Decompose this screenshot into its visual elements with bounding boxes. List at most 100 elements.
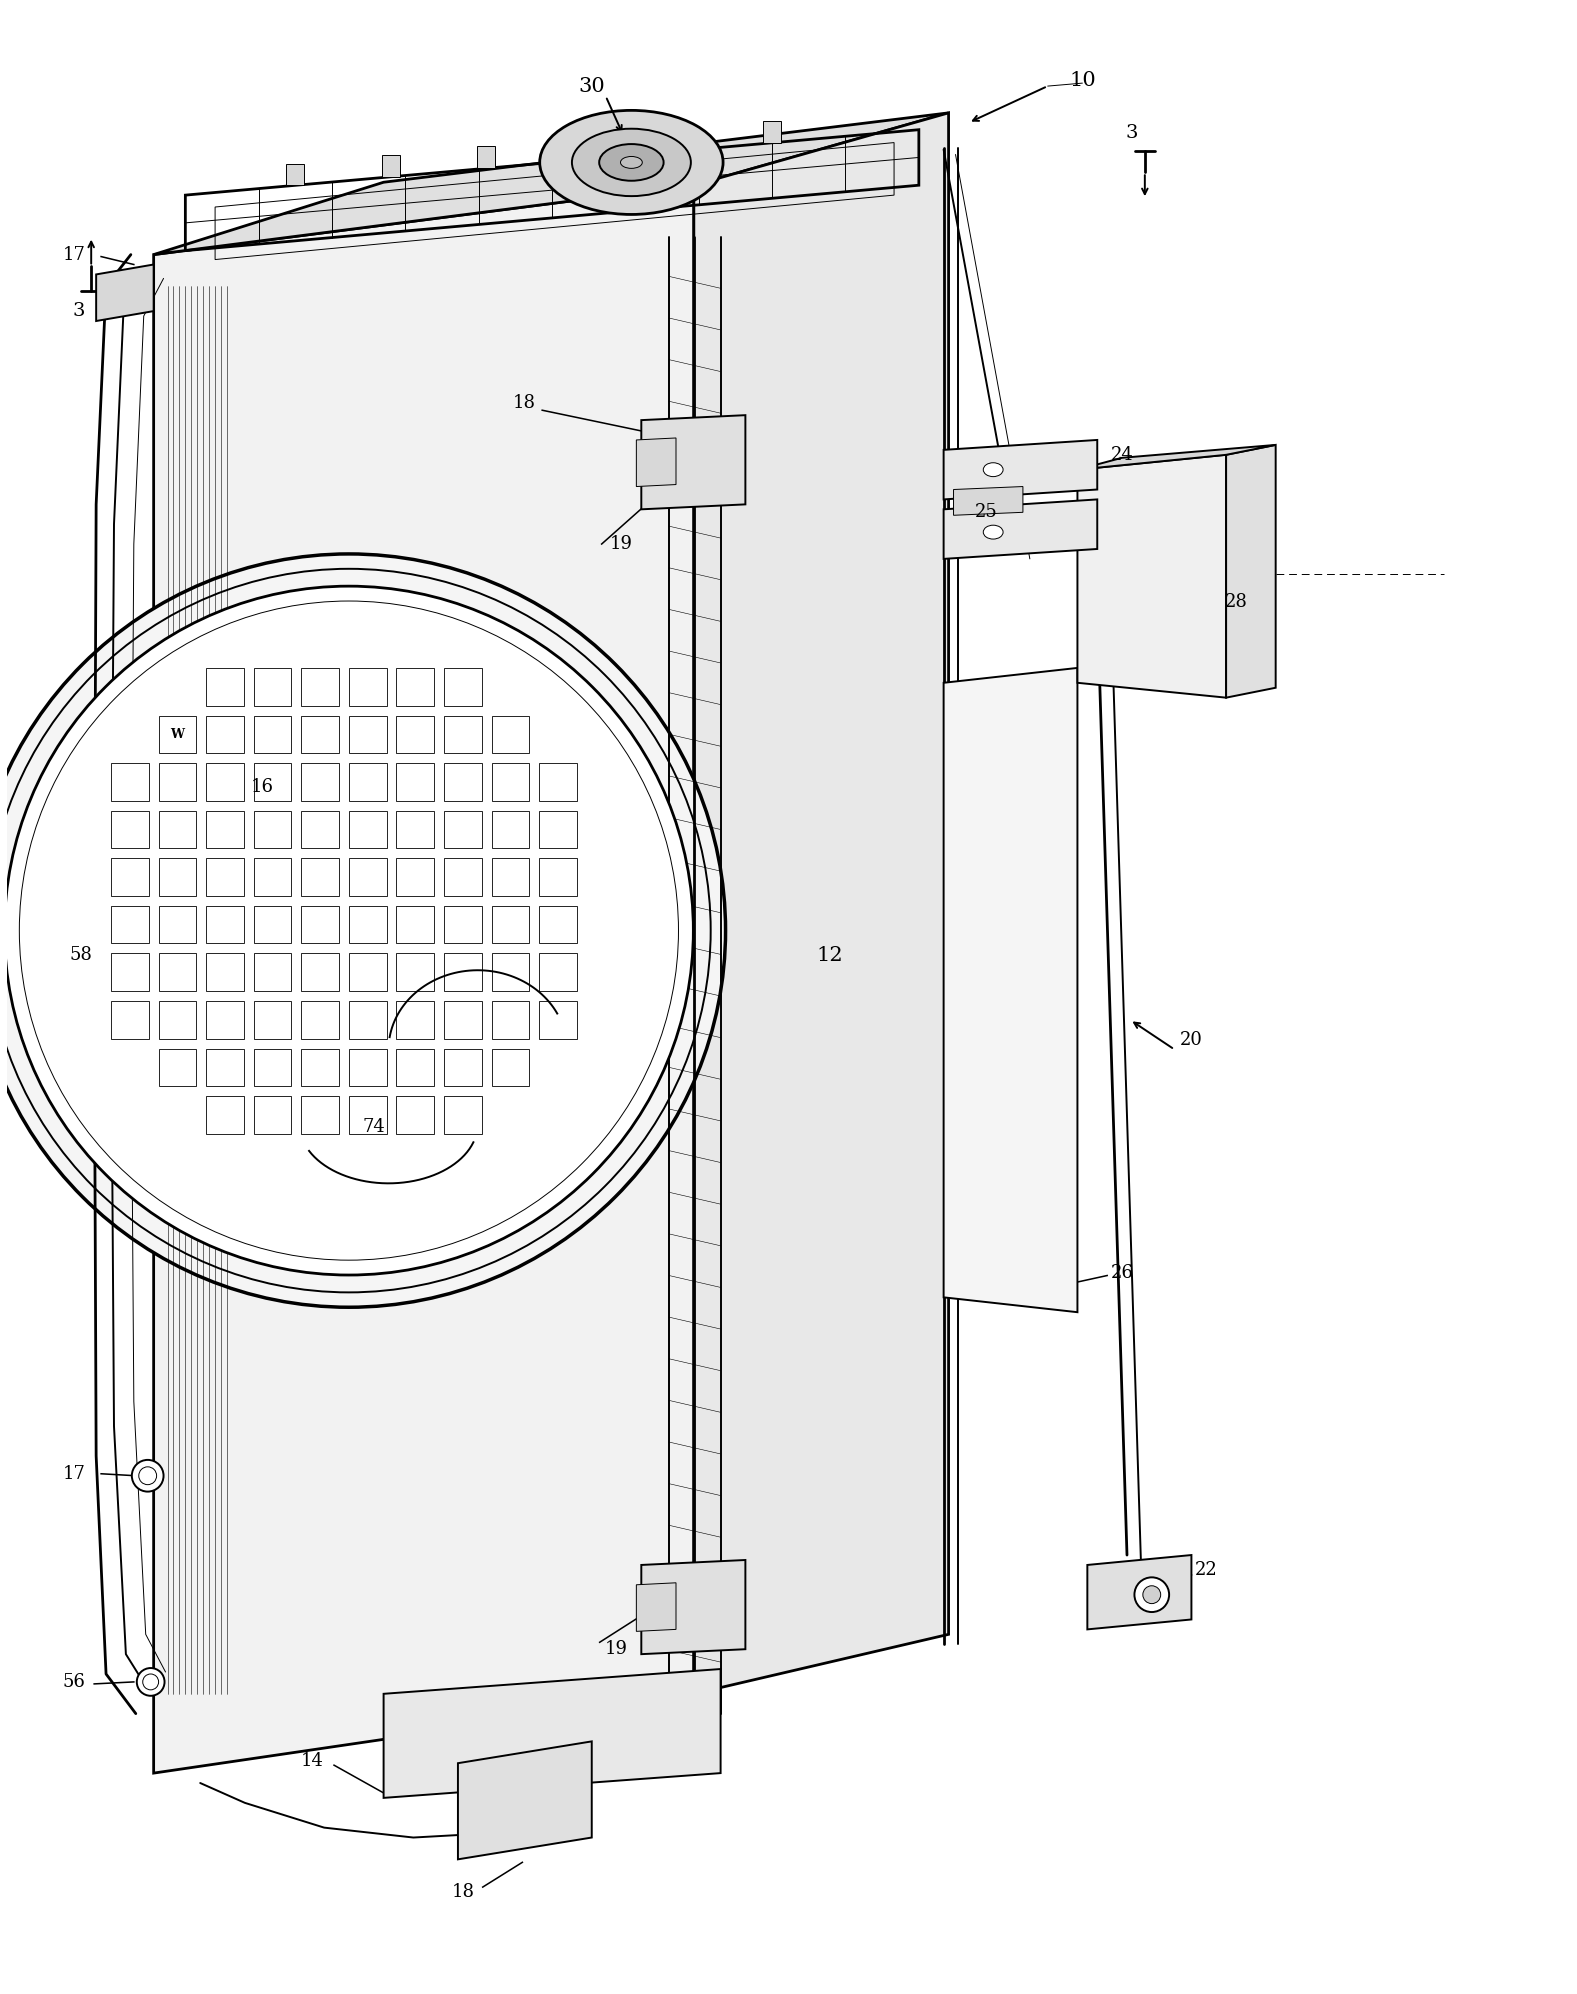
Polygon shape [445, 905, 481, 943]
Ellipse shape [539, 110, 724, 215]
Polygon shape [110, 953, 148, 991]
Polygon shape [110, 857, 148, 895]
Polygon shape [207, 1001, 244, 1039]
Polygon shape [445, 1097, 481, 1135]
Polygon shape [1077, 455, 1225, 698]
Polygon shape [457, 1741, 591, 1858]
Polygon shape [943, 668, 1077, 1312]
Polygon shape [301, 1097, 339, 1135]
Polygon shape [110, 812, 148, 847]
Polygon shape [349, 716, 386, 754]
Polygon shape [445, 1049, 481, 1087]
Ellipse shape [1143, 1585, 1161, 1603]
Polygon shape [153, 114, 949, 255]
Ellipse shape [984, 524, 1003, 538]
Polygon shape [301, 812, 339, 847]
Polygon shape [382, 156, 399, 177]
Text: W: W [170, 728, 185, 742]
Polygon shape [159, 812, 196, 847]
Polygon shape [539, 953, 577, 991]
Ellipse shape [5, 586, 694, 1274]
Ellipse shape [572, 130, 691, 195]
Polygon shape [396, 668, 434, 706]
Polygon shape [492, 905, 530, 943]
Polygon shape [110, 764, 148, 802]
Polygon shape [301, 905, 339, 943]
Text: 25: 25 [975, 502, 998, 520]
Ellipse shape [132, 1460, 164, 1492]
Text: 58: 58 [69, 947, 93, 965]
Polygon shape [207, 716, 244, 754]
Polygon shape [110, 905, 148, 943]
Polygon shape [396, 716, 434, 754]
Polygon shape [301, 716, 339, 754]
Ellipse shape [984, 463, 1003, 477]
Polygon shape [492, 764, 530, 802]
Polygon shape [492, 953, 530, 991]
Text: 28: 28 [1225, 592, 1247, 610]
Polygon shape [254, 812, 292, 847]
Polygon shape [207, 1049, 244, 1087]
Text: 24: 24 [1110, 447, 1134, 465]
Polygon shape [1225, 445, 1276, 698]
Polygon shape [301, 764, 339, 802]
Polygon shape [539, 905, 577, 943]
Polygon shape [159, 764, 196, 802]
Ellipse shape [139, 1468, 156, 1486]
Text: 18: 18 [513, 395, 536, 413]
Polygon shape [301, 953, 339, 991]
Polygon shape [478, 146, 495, 167]
Polygon shape [207, 953, 244, 991]
Polygon shape [254, 1001, 292, 1039]
Polygon shape [445, 812, 481, 847]
Polygon shape [445, 857, 481, 895]
Polygon shape [396, 857, 434, 895]
Polygon shape [110, 1001, 148, 1039]
Polygon shape [207, 857, 244, 895]
Polygon shape [445, 716, 481, 754]
Text: 12: 12 [817, 945, 844, 965]
Polygon shape [763, 122, 781, 144]
Polygon shape [396, 1049, 434, 1087]
Ellipse shape [137, 1669, 164, 1695]
Polygon shape [349, 1049, 386, 1087]
Polygon shape [254, 668, 292, 706]
Polygon shape [572, 138, 590, 160]
Polygon shape [1077, 445, 1276, 471]
Polygon shape [153, 185, 694, 1773]
Polygon shape [254, 1049, 292, 1087]
Polygon shape [349, 1001, 386, 1039]
Text: 56: 56 [63, 1673, 85, 1691]
Text: 19: 19 [610, 534, 632, 552]
Polygon shape [445, 1001, 481, 1039]
Text: 16: 16 [251, 778, 274, 796]
Polygon shape [159, 953, 196, 991]
Polygon shape [539, 812, 577, 847]
Polygon shape [349, 764, 386, 802]
Polygon shape [396, 953, 434, 991]
Polygon shape [287, 164, 304, 185]
Text: 10: 10 [1069, 70, 1096, 90]
Polygon shape [669, 130, 686, 152]
Polygon shape [539, 857, 577, 895]
Polygon shape [539, 764, 577, 802]
Polygon shape [159, 857, 196, 895]
Ellipse shape [1134, 1577, 1169, 1611]
Polygon shape [642, 1559, 746, 1655]
Ellipse shape [599, 144, 664, 181]
Polygon shape [492, 716, 530, 754]
Polygon shape [254, 716, 292, 754]
Polygon shape [445, 764, 481, 802]
Polygon shape [301, 1049, 339, 1087]
Text: 18: 18 [451, 1882, 475, 1900]
Text: 17: 17 [63, 1466, 85, 1484]
Polygon shape [383, 1669, 721, 1799]
Polygon shape [492, 812, 530, 847]
Polygon shape [396, 812, 434, 847]
Polygon shape [642, 415, 746, 508]
Polygon shape [254, 857, 292, 895]
Text: 14: 14 [301, 1753, 323, 1771]
Polygon shape [694, 114, 949, 1693]
Polygon shape [349, 1097, 386, 1135]
Text: 3: 3 [73, 303, 85, 321]
